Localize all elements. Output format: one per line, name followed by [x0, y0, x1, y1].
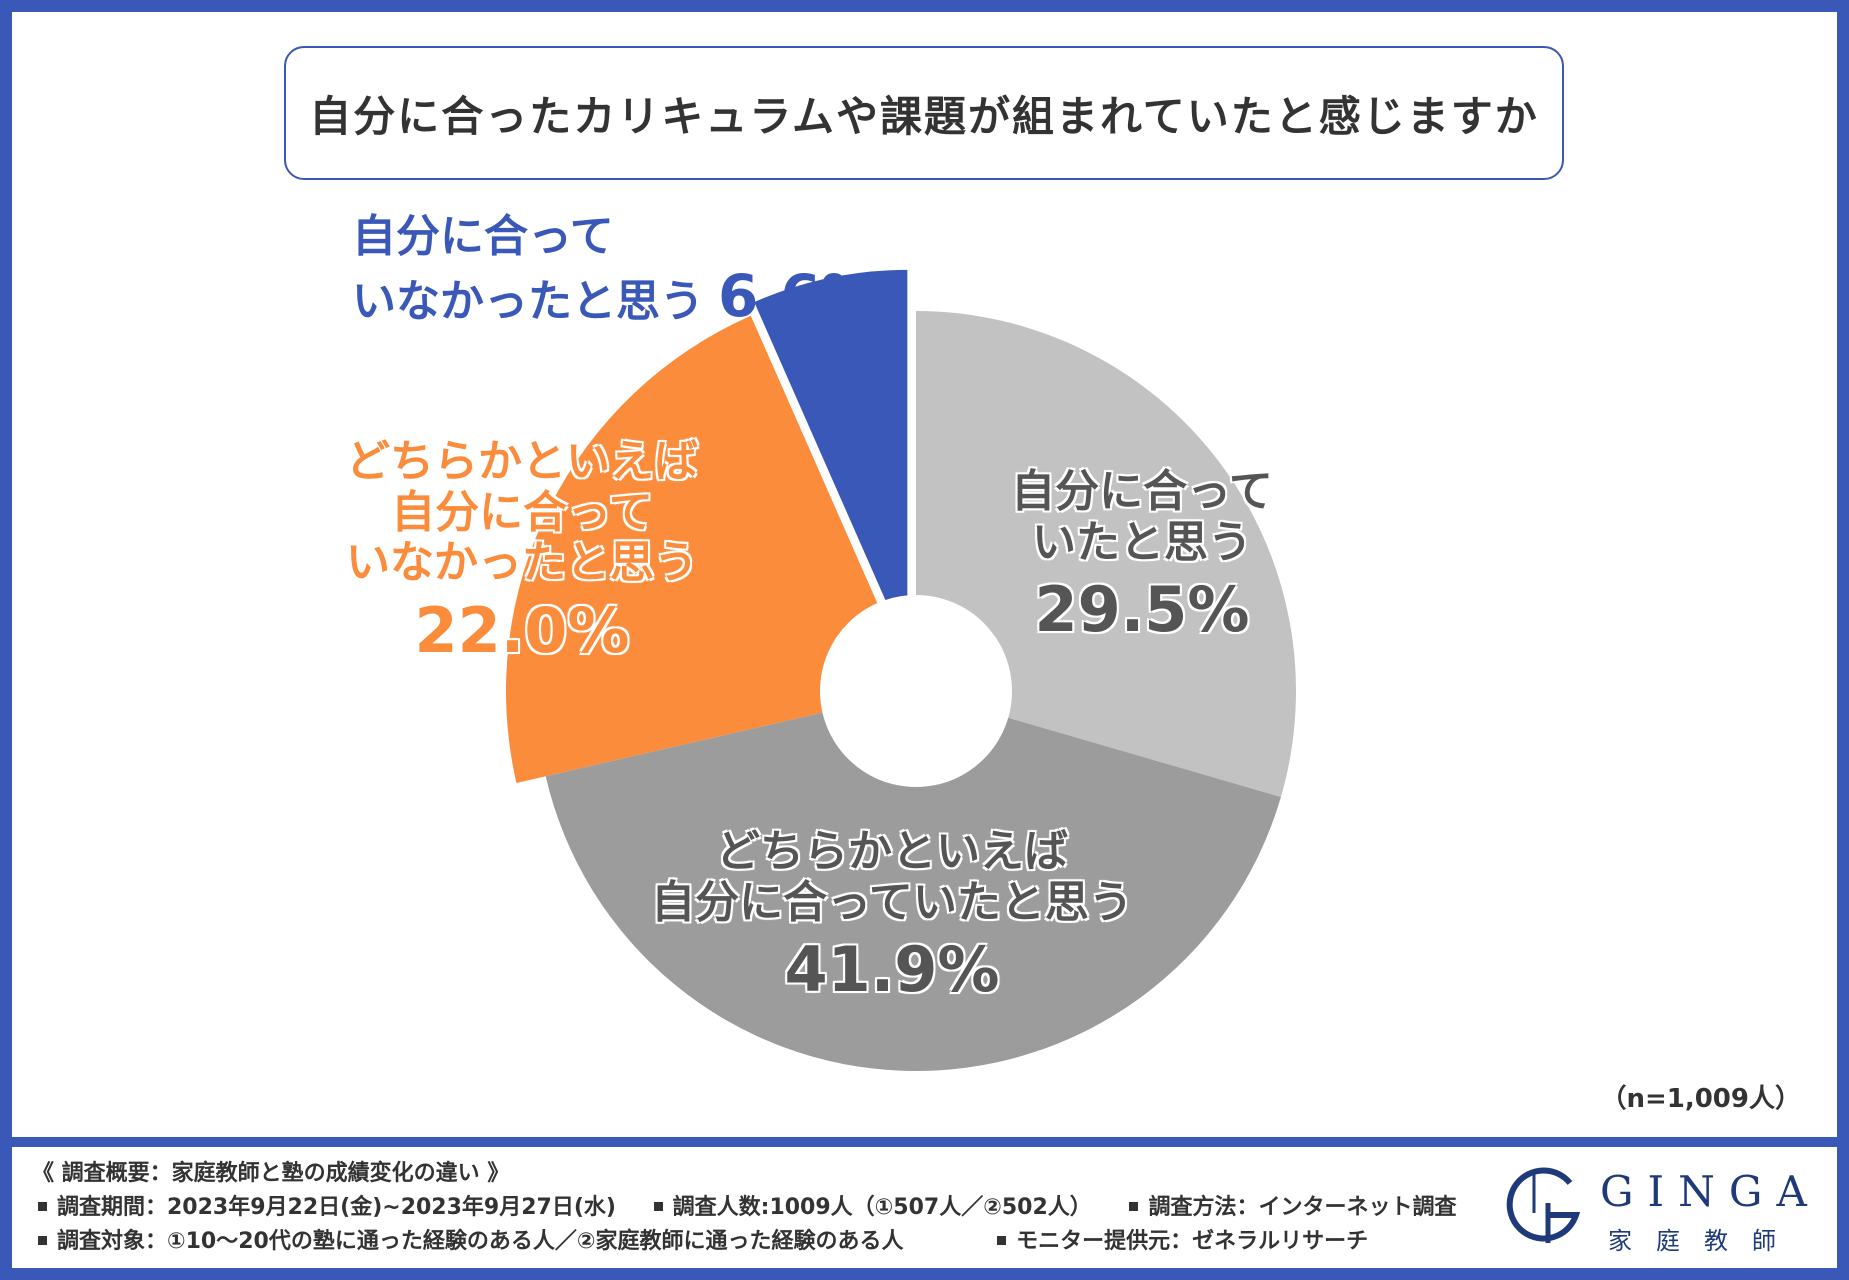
bullet-icon — [653, 1202, 663, 1211]
survey-row-1: 調査期間：2023年9月22日(金)~2023年9月27日(水) 調査人数:10… — [32, 1191, 1456, 1225]
slice-percent: 6.6% — [718, 261, 879, 330]
slice-label: どちらかといえば 自分に合っていたと思う 41.9% — [612, 826, 1172, 1007]
slice-label-line: どちらかといえば — [716, 826, 1068, 877]
slice-percent: 22.0% — [414, 593, 630, 667]
slice-label-line: いなかったと思う 6.6% — [352, 261, 879, 330]
bullet-icon — [997, 1236, 1007, 1245]
logo-name: GINGA — [1600, 1167, 1821, 1216]
slice-label-line: 自分に合って — [391, 486, 653, 538]
survey-period: 調査期間：2023年9月22日(金)~2023年9月27日(水) — [57, 1195, 616, 1220]
slice-label-line: いたと思う — [1032, 516, 1252, 568]
pie-slice — [545, 691, 1281, 1072]
pie-slice — [754, 269, 908, 650]
bullet-icon — [1129, 1202, 1139, 1211]
slice-label: 自分に合って いなかったと思う 6.6% — [352, 211, 932, 330]
slice-label: どちらかといえば 自分に合って いなかったと思う 22.0% — [312, 436, 732, 667]
slice-label-line: 自分に合っていたと思う — [651, 876, 1133, 928]
logo-subtitle: 家庭教師 — [1608, 1227, 1800, 1255]
survey-row-2: 調査対象：①10～20代の塾に通った経験のある人／②家庭教師に通った経験のある人… — [32, 1225, 1456, 1259]
survey-count: 調査人数:1009人（①507人／②502人） — [672, 1195, 1092, 1220]
ginga-logo: GINGA 家庭教師 — [1504, 1163, 1814, 1258]
chart-panel: 自分に合ったカリキュラムや課題が組まれていたと感じますか 自分に合って いたと思う… — [12, 12, 1837, 1137]
footer: 《 調査概要：家庭教師と塾の成績変化の違い 》 調査期間：2023年9月22日(… — [12, 1147, 1837, 1268]
slice-label-line: 自分に合って — [1011, 466, 1273, 517]
slice-percent: 29.5% — [1034, 573, 1250, 647]
survey-heading: 《 調査概要：家庭教師と塾の成績変化の違い 》 — [32, 1161, 510, 1186]
pie-slice — [505, 315, 916, 783]
survey-method: 調査方法：インターネット調査 — [1148, 1195, 1457, 1220]
chart-title: 自分に合ったカリキュラムや課題が組まれていたと感じますか — [309, 91, 1539, 141]
bullet-icon — [38, 1202, 47, 1211]
ginga-g-mark-icon — [1506, 1167, 1581, 1243]
slice-label-line: 自分に合って — [352, 211, 614, 262]
donut-hole — [820, 595, 1012, 787]
donut-chart — [505, 269, 1297, 1072]
slice-label: 自分に合って いたと思う 29.5% — [982, 466, 1302, 647]
slice-percent: 41.9% — [784, 933, 1000, 1007]
slice-label-line: いなかったと思う — [346, 537, 698, 589]
title-box: 自分に合ったカリキュラムや課題が組まれていたと感じますか — [284, 46, 1564, 180]
sample-size-note: （n=1,009人） — [1600, 1084, 1801, 1114]
survey-target: 調査対象：①10～20代の塾に通った経験のある人／②家庭教師に通った経験のある人 — [57, 1229, 904, 1254]
slice-label-line: どちらかといえば — [346, 436, 698, 487]
bullet-icon — [38, 1236, 47, 1245]
survey-provider: モニター提供元：ゼネラルリサーチ — [1016, 1229, 1369, 1254]
pie-slice — [916, 311, 1297, 798]
survey-summary: 《 調査概要：家庭教師と塾の成績変化の違い 》 調査期間：2023年9月22日(… — [32, 1157, 1456, 1259]
